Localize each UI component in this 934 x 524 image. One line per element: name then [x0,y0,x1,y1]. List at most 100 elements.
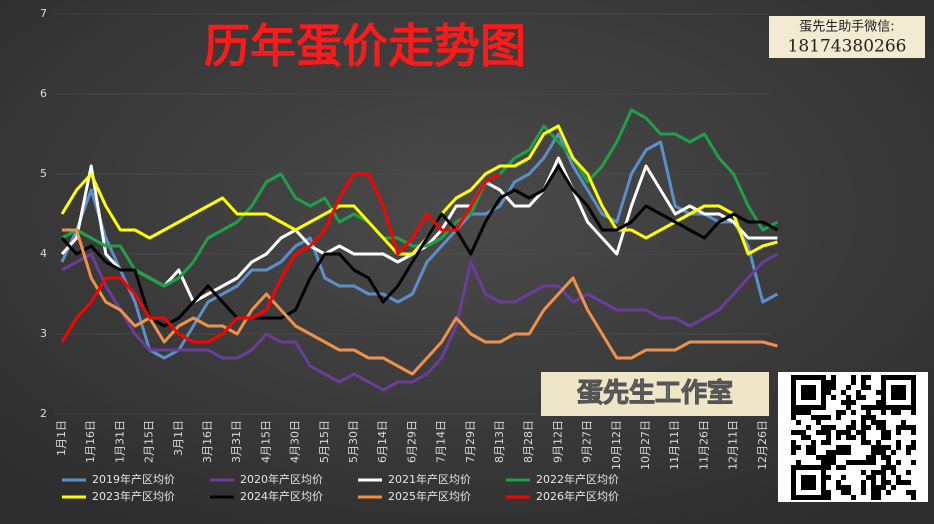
qr-cell [846,435,851,440]
qr-cell [801,435,806,440]
x-tick-label: 8月28日 [522,420,535,463]
qr-cell [911,400,916,405]
qr-cell [821,385,826,390]
qr-cell [791,395,796,400]
qr-cell [826,380,831,385]
qr-cell [906,445,911,450]
qr-cell [806,405,811,410]
qr-cell [826,390,831,395]
qr-cell [841,410,846,415]
qr-cell [846,400,851,405]
qr-cell [796,430,801,435]
x-tick-label: 1月16日 [84,420,97,463]
qr-cell [876,425,881,430]
legend-label: 2021年产区均价 [388,472,471,486]
qr-cell [891,405,896,410]
qr-cell [801,375,806,380]
qr-cell [826,490,831,495]
qr-cell [796,445,801,450]
x-tick-label: 11月11日 [668,420,681,470]
qr-cell [896,425,901,430]
qr-cell [826,425,831,430]
qr-cell [901,405,906,410]
qr-cell [821,455,826,460]
qr-cell [861,415,866,420]
qr-cell [846,385,851,390]
qr-cell [826,415,831,420]
qr-cell [806,445,811,450]
qr-cell [791,390,796,395]
qr-cell [871,460,876,465]
qr-cell [821,430,826,435]
qr-cell [891,385,896,390]
qr-cell [866,455,871,460]
qr-cell [861,375,866,380]
qr-cell [836,435,841,440]
qr-cell [846,460,851,465]
qr-cell [876,490,881,495]
qr-cell [886,455,891,460]
qr-cell [841,485,846,490]
qr-cell [881,375,886,380]
qr-cell [816,420,821,425]
qr-cell [896,375,901,380]
qr-cell [821,485,826,490]
qr-cell [911,395,916,400]
qr-cell [801,385,806,390]
qr-cell [901,480,906,485]
qr-cell [826,385,831,390]
qr-cell [836,445,841,450]
qr-cell [906,470,911,475]
qr-cell [881,450,886,455]
qr-cell [801,480,806,485]
qr-cell [811,450,816,455]
series-line [60,132,779,360]
x-tick-label: 5月30日 [347,420,360,463]
qr-cell [891,395,896,400]
qr-cell [811,385,816,390]
qr-cell [796,420,801,425]
qr-cell [911,380,916,385]
qr-cell [881,445,886,450]
qr-cell [896,405,901,410]
qr-cell [821,480,826,485]
chart-title: 历年蛋价走势图 [204,19,526,73]
qr-cell [796,460,801,465]
qr-cell [861,395,866,400]
qr-cell [871,420,876,425]
qr-cell [851,410,856,415]
qr-cell [901,395,906,400]
qr-cell [906,490,911,495]
qr-cell [871,480,876,485]
qr-cell [846,405,851,410]
qr-cell [896,430,901,435]
qr-cell [801,465,806,470]
qr-cell [806,390,811,395]
qr-cell [881,455,886,460]
qr-cell [886,445,891,450]
qr-cell [876,450,881,455]
qr-cell [886,460,891,465]
qr-cell [791,485,796,490]
x-tick-label: 10月12日 [610,420,623,470]
qr-cell [896,390,901,395]
qr-cell [881,420,886,425]
qr-cell [906,450,911,455]
qr-cell [876,405,881,410]
qr-cell [896,440,901,445]
qr-cell [911,440,916,445]
qr-cell [801,475,806,480]
qr-cell [871,485,876,490]
legend-label: 2019年产区均价 [92,472,175,486]
qr-cell [816,405,821,410]
qr-cell [906,375,911,380]
legend-label: 2025年产区均价 [388,489,471,503]
qr-cell [906,405,911,410]
qr-cell [876,420,881,425]
qr-cell [846,445,851,450]
qr-cell [811,395,816,400]
qr-cell [846,450,851,455]
badge-label: 蛋先生助手微信: [799,20,894,35]
qr-cell [886,430,891,435]
